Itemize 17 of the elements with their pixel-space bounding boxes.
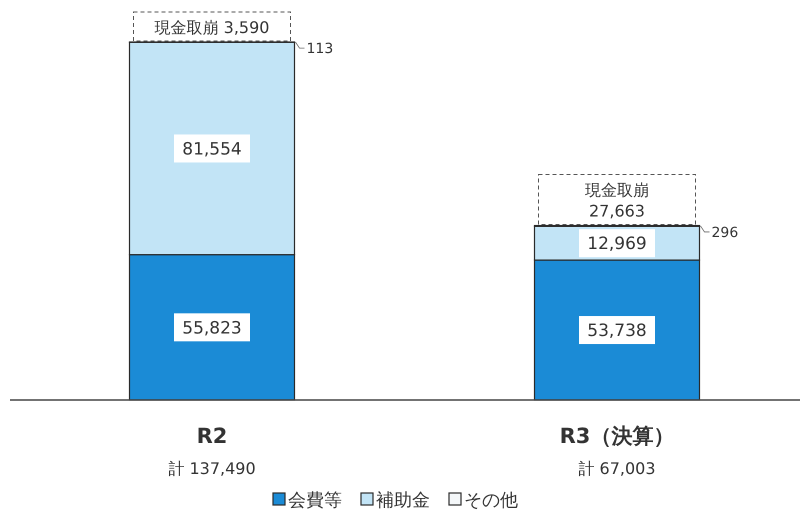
x-tick-label: R3（決算） <box>560 424 674 448</box>
data-label: 53,738 <box>587 321 647 342</box>
x-tick-label: R2 <box>196 424 228 448</box>
data-label: 55,823 <box>182 318 242 338</box>
annotation: 計 67,003 <box>578 459 656 478</box>
annotation: 計 137,490 <box>168 459 256 478</box>
legend-label: 会費等 <box>288 490 342 511</box>
legend-label: 補助金 <box>376 490 430 511</box>
data-label: 113 <box>306 41 334 58</box>
annotation: 現金取崩 3,590 <box>154 18 270 37</box>
annotation: 現金取崩 27,663 <box>538 174 696 226</box>
annotation: 現金取崩 27,663 <box>585 180 649 221</box>
legend-label: その他 <box>464 490 518 511</box>
annotation: 現金取崩 3,590 <box>133 12 291 42</box>
data-label: 12,969 <box>587 234 647 254</box>
data-label: 296 <box>712 224 738 241</box>
data-label: 81,554 <box>182 139 242 160</box>
